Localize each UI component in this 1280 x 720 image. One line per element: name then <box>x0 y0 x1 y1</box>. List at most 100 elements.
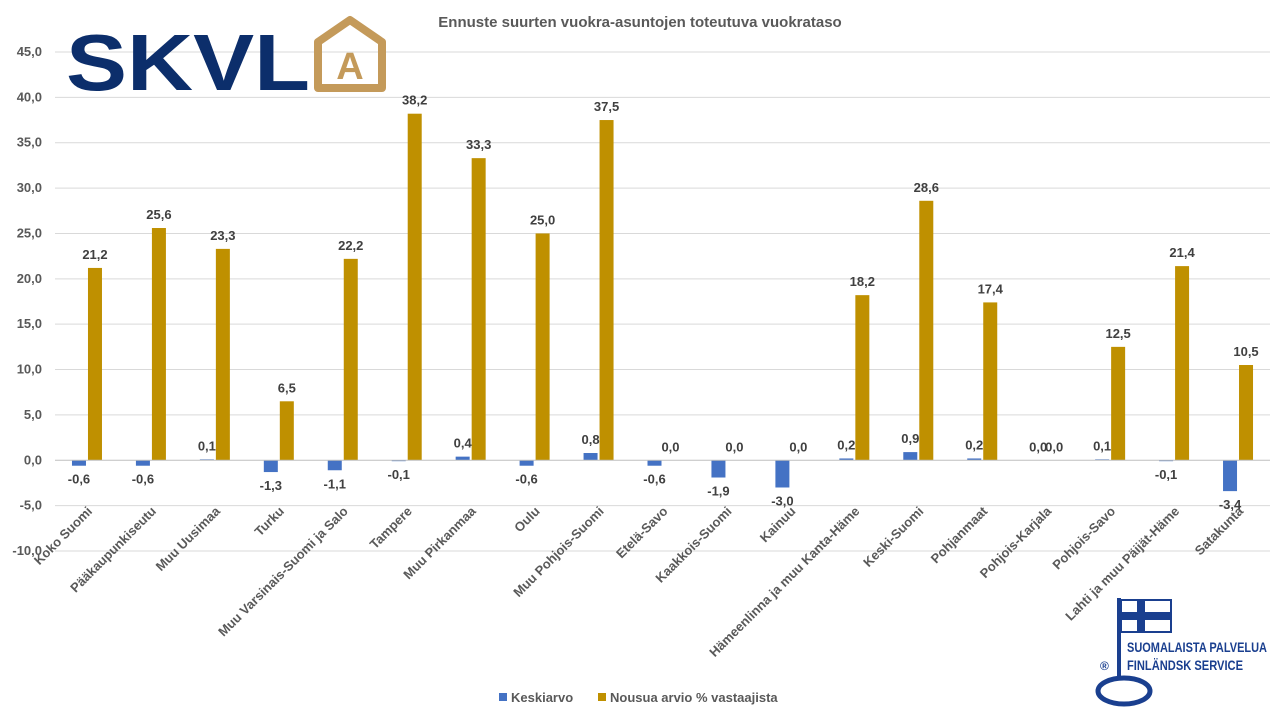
x-tick-label: Muu Varsinais-Suomi ja Salo <box>215 503 351 639</box>
data-label-nousua: 28,6 <box>914 180 939 195</box>
bar-nousua-muu-varsinais-suomi-ja-salo <box>343 258 358 461</box>
logo-text: SKVL <box>66 18 310 107</box>
bar-keskiarvo-satakunta <box>1223 460 1238 492</box>
data-label-nousua: 0,0 <box>1045 439 1063 454</box>
data-label-keskiarvo: -3,0 <box>771 493 793 508</box>
badge-line-2: FINLÄNDSK SERVICE <box>1127 657 1243 673</box>
data-label-keskiarvo: -0,1 <box>1155 467 1177 482</box>
bar-nousua-muu-uusimaa <box>215 248 230 461</box>
x-tick-label: Oulu <box>511 503 543 535</box>
y-tick-label: 10,0 <box>17 362 42 377</box>
y-tick-label: -10,0 <box>12 543 42 558</box>
x-tick-label: Turku <box>251 503 287 539</box>
x-tick-label: Keski-Suomi <box>860 504 926 570</box>
data-label-keskiarvo: 0,8 <box>582 432 600 447</box>
bar-nousua-keski-suomi <box>919 200 934 461</box>
data-label-nousua: 25,6 <box>146 207 171 222</box>
legend: Keskiarvo Nousua arvio % vastaajista <box>499 690 778 705</box>
data-label-keskiarvo: 0,2 <box>965 437 983 452</box>
data-label-nousua: 21,2 <box>82 247 107 262</box>
data-label-nousua: 18,2 <box>850 274 875 289</box>
data-label-keskiarvo: -1,1 <box>324 476 346 491</box>
data-label-nousua: 10,5 <box>1233 344 1258 359</box>
suomalaista-palvelua-badge: SUOMALAISTA PALVELUA FINLÄNDSK SERVICE ® <box>1095 598 1267 707</box>
y-tick-label: 25,0 <box>17 225 42 240</box>
data-label-nousua: 38,2 <box>402 93 427 108</box>
bar-keskiarvo-turku <box>263 460 278 473</box>
data-label-keskiarvo: -1,3 <box>260 478 282 493</box>
bar-nousua-muu-pirkanmaa <box>471 158 486 461</box>
legend-label-keskiarvo: Keskiarvo <box>511 690 573 705</box>
x-tick-label: Pohjanmaat <box>928 503 991 566</box>
bar-keskiarvo-muu-pirkanmaa <box>455 456 470 461</box>
x-tick-label: Muu Uusimaa <box>153 503 224 574</box>
data-label-keskiarvo: -0,1 <box>388 467 410 482</box>
bar-keskiarvo-hameenlinna-ja-muu-kanta-hame <box>839 458 854 461</box>
data-label-keskiarvo: -0,6 <box>132 472 154 487</box>
data-label-keskiarvo: -1,9 <box>707 484 729 499</box>
legend-label-nousua: Nousua arvio % vastaajista <box>610 690 778 705</box>
house-emblem-icon: A <box>314 16 386 92</box>
registered-mark: ® <box>1100 659 1109 673</box>
data-label-keskiarvo: -3,4 <box>1219 497 1242 512</box>
x-tick-label: Etelä-Savo <box>613 503 671 561</box>
bar-nousua-muu-pohjois-suomi <box>599 120 614 461</box>
bar-keskiarvo-muu-pohjois-suomi <box>583 453 598 461</box>
bar-keskiarvo-pohjanmaat <box>967 458 982 461</box>
gridlines <box>55 51 1270 552</box>
data-label-keskiarvo: 0,9 <box>901 431 919 446</box>
legend-swatch-keskiarvo <box>499 693 507 701</box>
data-label-keskiarvo: 0,2 <box>837 437 855 452</box>
y-tick-label: 15,0 <box>17 316 42 331</box>
bars <box>71 113 1254 492</box>
y-tick-label: 20,0 <box>17 271 42 286</box>
bar-keskiarvo-etela-savo <box>647 460 662 466</box>
data-label-nousua: 17,4 <box>978 281 1004 296</box>
bar-nousua-pohjanmaat <box>983 302 998 461</box>
legend-swatch-nousua <box>598 693 606 701</box>
y-tick-label: 40,0 <box>17 89 42 104</box>
bar-keskiarvo-paakaupunkiseutu <box>135 460 150 466</box>
data-label-nousua: 0,0 <box>661 439 679 454</box>
bar-keskiarvo-keski-suomi <box>903 452 918 461</box>
bar-keskiarvo-oulu <box>519 460 534 466</box>
bar-keskiarvo-kaakkois-suomi <box>711 460 726 478</box>
x-tick-label: Koko Suomi <box>31 504 95 568</box>
y-tick-label: 5,0 <box>24 407 42 422</box>
data-label-nousua: 21,4 <box>1169 245 1195 260</box>
y-tick-label: 45,0 <box>17 44 42 59</box>
key-flag-icon <box>1095 598 1172 707</box>
bar-nousua-hameenlinna-ja-muu-kanta-hame <box>855 295 870 461</box>
bar-nousua-pohjois-savo <box>1111 346 1126 461</box>
data-label-keskiarvo: 0,4 <box>454 436 473 451</box>
chart-title: Ennuste suurten vuokra-asuntojen toteutu… <box>438 14 841 31</box>
bar-nousua-turku <box>279 401 294 461</box>
bar-nousua-koko-suomi <box>87 267 102 461</box>
y-axis-ticks: -10,0 -5,0 0,0 5,0 10,0 15,0 20,0 25,0 30,0 35,0 4… <box>12 44 42 558</box>
y-tick-label: -5,0 <box>20 498 42 513</box>
emblem-letter: A <box>336 46 363 88</box>
data-label-nousua: 22,2 <box>338 238 363 253</box>
data-label-keskiarvo: 0,1 <box>1093 438 1111 453</box>
bar-nousua-paakaupunkiseutu <box>151 228 166 461</box>
skvl-logo: SKVL A <box>66 16 386 107</box>
bar-keskiarvo-muu-varsinais-suomi-ja-salo <box>327 460 342 471</box>
x-tick-label: Kainuu <box>757 503 799 545</box>
data-label-keskiarvo: 0,0 <box>1029 439 1047 454</box>
data-label-nousua: 12,5 <box>1105 326 1130 341</box>
data-label-keskiarvo: -0,6 <box>68 472 90 487</box>
data-label-nousua: 33,3 <box>466 137 491 152</box>
x-tick-label: Tampere <box>367 504 415 552</box>
bar-nousua-lahti-ja-muu-paijat-hame <box>1175 266 1190 461</box>
badge-line-1: SUOMALAISTA PALVELUA <box>1127 639 1267 655</box>
data-label-nousua: 25,0 <box>530 212 555 227</box>
bar-nousua-satakunta <box>1239 365 1254 461</box>
data-label-keskiarvo: -0,6 <box>643 472 665 487</box>
y-tick-label: 35,0 <box>17 135 42 150</box>
data-label-keskiarvo: -0,6 <box>515 472 537 487</box>
y-tick-label: 30,0 <box>17 180 42 195</box>
data-label-nousua: 6,5 <box>278 380 296 395</box>
bar-keskiarvo-kainuu <box>775 460 790 488</box>
data-label-nousua: 23,3 <box>210 228 235 243</box>
